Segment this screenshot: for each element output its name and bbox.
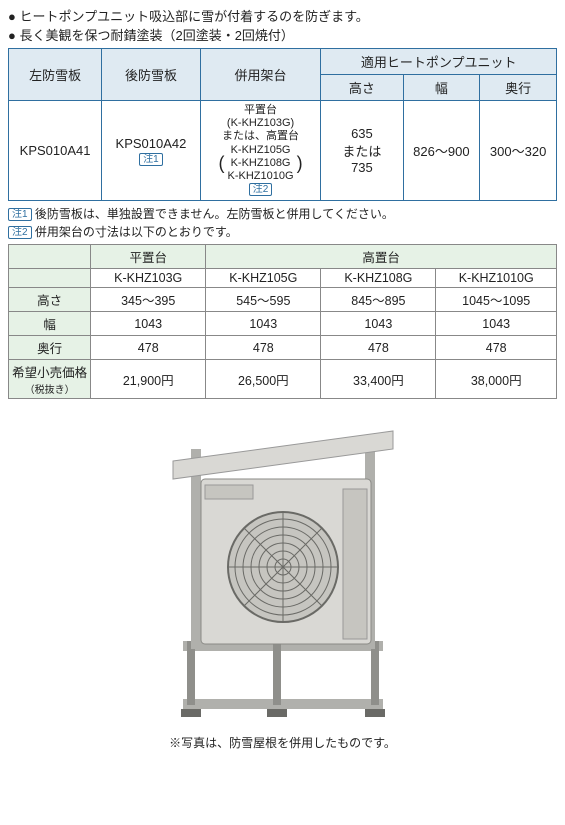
note-1-text: 後防雪板は、単独設置できません。左防雪板と併用してください。: [35, 207, 394, 221]
th-height: 高さ: [321, 75, 403, 101]
th-stand: 併用架台: [200, 49, 321, 101]
stand-line: K-KHZ108G: [231, 157, 291, 169]
stand-line: K-KHZ105G: [231, 144, 291, 156]
note-2: 注2 併用架台の寸法は以下のとおりです。: [8, 223, 557, 240]
t2-price-sublabel: （税抜き）: [12, 381, 87, 396]
th-rear: 後防雪板: [102, 49, 201, 101]
t2-model: K-KHZ103G: [91, 269, 206, 288]
t2-row-width: 幅: [9, 312, 91, 336]
t2-cell: 1043: [206, 312, 321, 336]
t2-cell: 345～395: [91, 288, 206, 312]
t2-cell: 845～895: [321, 288, 436, 312]
t2-row-price: 希望小売価格 （税抜き）: [9, 360, 91, 399]
t2-cell: 1043: [321, 312, 436, 336]
th-left: 左防雪板: [9, 49, 102, 101]
t2-model-head: [9, 269, 91, 288]
stand-line: または、高置台: [222, 130, 299, 142]
cell-left-model: KPS010A41: [9, 101, 102, 201]
th-depth: 奥行: [480, 75, 557, 101]
outdoor-unit-icon: [201, 479, 371, 644]
cell-rear-model: KPS010A42 注1: [102, 101, 201, 201]
cell-height: 635 または 735: [321, 101, 403, 201]
t2-cell: 545～595: [206, 288, 321, 312]
stand-line: K-KHZ1010G: [228, 170, 294, 182]
t2-model: K-KHZ108G: [321, 269, 436, 288]
figure-caption: ※写真は、防雪屋根を併用したものです。: [8, 734, 557, 751]
bullet-list: ヒートポンプユニット吸込部に雪が付着するのを防ぎます。 長く美観を保つ耐錆塗装（…: [8, 6, 557, 44]
t2-row-depth: 奥行: [9, 336, 91, 360]
figure: ※写真は、防雪屋根を併用したものです。: [8, 409, 557, 751]
t2-cell: 478: [206, 336, 321, 360]
rear-model-text: KPS010A42: [116, 136, 187, 151]
stand-frame-icon: [181, 641, 385, 717]
t2-row-height: 高さ: [9, 288, 91, 312]
cell-width: 826～900: [403, 101, 480, 201]
note-2-label: 注2: [8, 226, 32, 239]
t2-cell: 1045～1095: [436, 288, 557, 312]
t2-cell: 38,000円: [436, 360, 557, 399]
bullet-item: 長く美観を保つ耐錆塗装（2回塗装・2回焼付）: [8, 25, 557, 44]
cell-depth: 300～320: [480, 101, 557, 201]
bullet-item: ヒートポンプユニット吸込部に雪が付着するのを防ぎます。: [8, 6, 557, 25]
t2-group-flat: 平置台: [91, 245, 206, 269]
stand-line: 平置台: [244, 104, 277, 116]
snow-roof-icon: [173, 431, 393, 479]
note-badge-2: 注2: [249, 183, 273, 196]
t2-cell: 33,400円: [321, 360, 436, 399]
spec-table-1: 左防雪板 後防雪板 併用架台 適用ヒートポンプユニット 高さ 幅 奥行 KPS0…: [8, 48, 557, 201]
note-badge-1: 注1: [139, 153, 163, 166]
note-1-label: 注1: [8, 208, 32, 221]
th-width: 幅: [403, 75, 480, 101]
t2-group-high: 高置台: [206, 245, 557, 269]
rear-post-icon: [191, 449, 201, 649]
t2-model: K-KHZ105G: [206, 269, 321, 288]
note-1: 注1 後防雪板は、単独設置できません。左防雪板と併用してください。: [8, 205, 557, 222]
note-2-text: 併用架台の寸法は以下のとおりです。: [35, 225, 238, 239]
t2-cell: 21,900円: [91, 360, 206, 399]
heat-pump-illustration: [143, 409, 423, 729]
t2-cell: 478: [91, 336, 206, 360]
t2-cell: 1043: [436, 312, 557, 336]
t2-cell: 26,500円: [206, 360, 321, 399]
notes-block: 注1 後防雪板は、単独設置できません。左防雪板と併用してください。 注2 併用架…: [8, 205, 557, 240]
t2-model: K-KHZ1010G: [436, 269, 557, 288]
spec-table-2: 平置台 高置台 K-KHZ103G K-KHZ105G K-KHZ108G K-…: [8, 244, 557, 399]
stand-line: (K-KHZ103G): [227, 117, 294, 129]
t2-cell: 1043: [91, 312, 206, 336]
cell-stand: 平置台 (K-KHZ103G) または、高置台 ( K-KHZ105G K-KH…: [200, 101, 321, 201]
th-unit-group: 適用ヒートポンプユニット: [321, 49, 557, 75]
t2-cell: 478: [321, 336, 436, 360]
t2-cell: 478: [436, 336, 557, 360]
t2-corner: [9, 245, 91, 269]
t2-price-label: 希望小売価格: [12, 366, 87, 380]
